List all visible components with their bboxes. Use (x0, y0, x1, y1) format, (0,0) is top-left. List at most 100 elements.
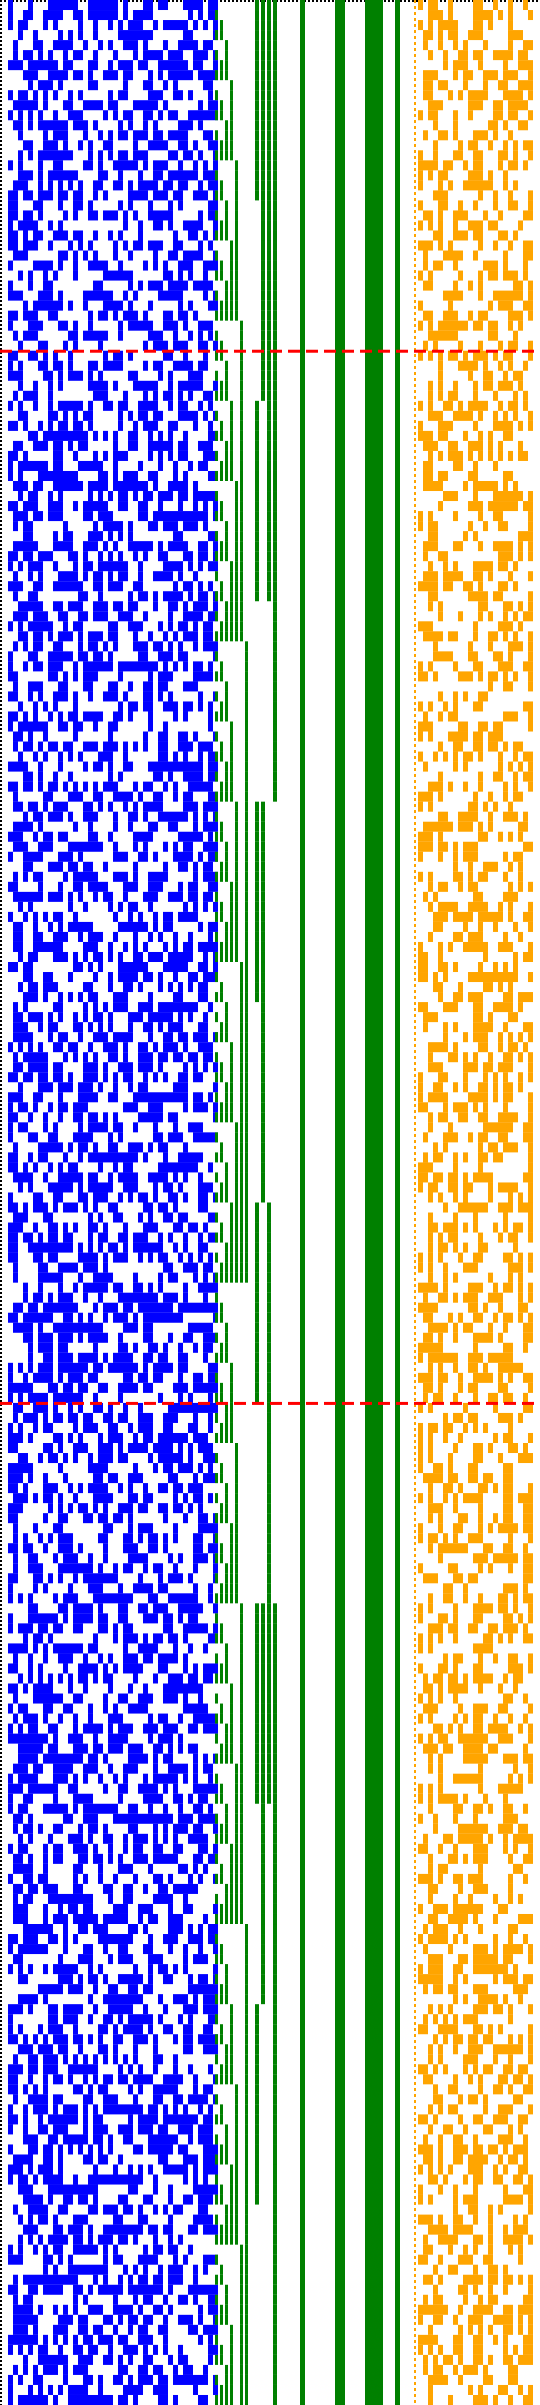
blue-bit (183, 170, 188, 181)
blue-bit (128, 1032, 133, 1043)
blue-bit (113, 1142, 118, 1153)
blue-bit (133, 1853, 138, 1864)
blue-bit (73, 571, 78, 582)
blue-bit (108, 1402, 113, 1413)
border-dot (228, 0, 230, 2)
blue-bit (38, 1924, 43, 1935)
blue-bit (28, 771, 33, 782)
blue-bit (68, 1312, 73, 1323)
blue-bit (123, 70, 128, 81)
blue-bit (173, 972, 178, 983)
blue-bit (133, 481, 138, 492)
blue-bit (113, 1032, 118, 1043)
blue-bit (173, 1573, 178, 1584)
blue-bit (43, 1072, 48, 1083)
blue-bit (78, 1693, 83, 1704)
blue-bit (43, 1994, 48, 2005)
blue-bit (38, 661, 43, 672)
blue-bit (48, 741, 53, 752)
blue-bit (8, 721, 13, 732)
blue-bit (133, 1673, 138, 1684)
blue-bit (113, 541, 118, 552)
blue-bit (183, 851, 188, 862)
blue-bit (63, 1242, 68, 1253)
blue-bit (93, 1062, 98, 1073)
border-dot (0, 188, 2, 190)
blue-bit (78, 1172, 83, 1183)
blue-bit (93, 1853, 98, 1864)
blue-bit (93, 1463, 98, 1474)
blue-bit (193, 881, 198, 892)
blue-bit (73, 731, 78, 742)
blue-bit (73, 230, 78, 241)
blue-bit (93, 60, 98, 71)
blue-bit (118, 90, 123, 101)
blue-bit (178, 881, 183, 892)
blue-bit (48, 1503, 53, 1514)
blue-bit (73, 1282, 78, 1293)
blue-bit (93, 1252, 98, 1263)
blue-bit (183, 1242, 188, 1253)
blue-bit (163, 591, 168, 602)
blue-bit (168, 481, 173, 492)
blue-bit (158, 0, 163, 11)
blue-bit (18, 1212, 23, 1223)
blue-bit (198, 962, 203, 973)
blue-bit (188, 581, 193, 592)
blue-bit (153, 1843, 158, 1854)
blue-bit (123, 1613, 128, 1624)
blue-bit (128, 972, 133, 983)
blue-bit (13, 1072, 18, 1083)
blue-bit (193, 861, 198, 872)
blue-bit (103, 390, 108, 401)
blue-bit (58, 751, 63, 762)
blue-bit (168, 1182, 173, 1193)
blue-bit (168, 611, 173, 622)
blue-bit (183, 1593, 188, 1604)
blue-bit (178, 1032, 183, 1043)
blue-bit (138, 1282, 143, 1293)
blue-bit (13, 420, 18, 431)
blue-bit (193, 1543, 198, 1554)
blue-bit (193, 420, 198, 431)
blue-bit (28, 1312, 33, 1323)
blue-bit (113, 791, 118, 802)
blue-bit (23, 861, 28, 872)
blue-bit (113, 1352, 118, 1363)
blue-bit (203, 320, 208, 331)
blue-bit (73, 1863, 78, 1874)
blue-bit (193, 1262, 198, 1273)
blue-bit (43, 470, 48, 481)
blue-bit (113, 470, 118, 481)
blue-bit (48, 310, 53, 321)
blue-bit (128, 280, 133, 291)
blue-bit (58, 1302, 63, 1313)
blue-bit (113, 50, 118, 61)
blue-bit (38, 190, 43, 201)
blue-bit (123, 1352, 128, 1363)
border-dot (136, 0, 138, 2)
blue-bit (188, 230, 193, 241)
blue-bit (203, 601, 208, 612)
blue-bit (28, 110, 33, 121)
blue-bit (208, 280, 213, 291)
blue-bit (38, 200, 43, 211)
blue-bit (13, 1002, 18, 1013)
border-dot (316, 0, 318, 2)
blue-bit (183, 1653, 188, 1664)
border-dot (0, 1388, 2, 1390)
blue-bit (38, 1152, 43, 1163)
blue-bit (103, 1883, 108, 1894)
blue-bit (13, 1853, 18, 1864)
blue-bit (73, 711, 78, 722)
blue-bit (173, 470, 178, 481)
blue-bit (203, 541, 208, 552)
blue-bit (168, 641, 173, 652)
blue-bit (83, 1412, 88, 1423)
border-dot (332, 0, 334, 2)
blue-bit (33, 611, 38, 622)
blue-bit (203, 501, 208, 512)
blue-bit (78, 440, 83, 451)
blue-bit (98, 1924, 103, 1935)
blue-bit (103, 1543, 108, 1554)
